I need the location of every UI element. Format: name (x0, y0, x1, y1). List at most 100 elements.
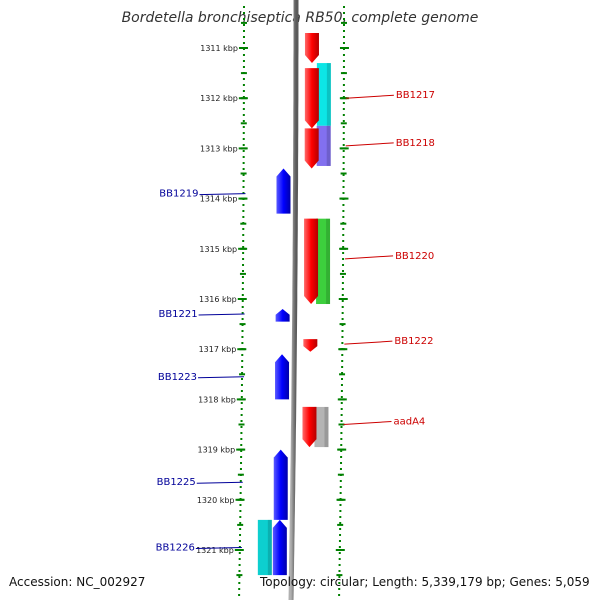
feature-bar (316, 63, 331, 126)
ruler-dot-right (341, 318, 344, 320)
ruler-dot-right (341, 300, 344, 302)
feature-bar-shade (326, 63, 331, 126)
ruler-dot-left (238, 594, 241, 596)
ruler-dot-right (342, 24, 345, 26)
ruler-minor-tick (340, 222, 347, 225)
ruler-minor-tick (340, 172, 347, 175)
ruler-dot-left (242, 162, 245, 164)
ruler-dot-right (339, 486, 342, 488)
ruler-dot-right (342, 30, 345, 32)
ruler-dot-right (342, 132, 345, 134)
ruler-dot-right (342, 102, 345, 104)
feature-bar-shade (326, 125, 331, 166)
ruler-dot-left (239, 534, 242, 536)
ruler-dot-right (339, 510, 342, 512)
ruler-dot-left (240, 456, 243, 458)
ruler-minor-tick (336, 574, 343, 577)
accession-text: Accession: NC_002927 (9, 575, 146, 589)
ruler-dot-right (340, 444, 343, 446)
ruler-dot-left (240, 450, 243, 452)
ruler-dot-left (242, 156, 245, 158)
ruler-dot-left (239, 516, 242, 518)
ruler-dot-right (342, 204, 345, 206)
ruler-dot-left (242, 6, 245, 8)
ruler-dot-left (240, 402, 243, 404)
ruler-dot-right (342, 210, 345, 212)
ruler-dot-left (241, 342, 244, 344)
ruler-dot-right (342, 264, 345, 266)
ruler-dot-right (342, 240, 345, 242)
gene-arrows (272, 32, 319, 576)
tick-mark-left (236, 448, 246, 451)
ruler-minor-tick (240, 222, 247, 225)
ruler-dot-right (338, 588, 341, 590)
ruler-dot-right (341, 294, 344, 296)
ruler-minor-tick (237, 523, 244, 526)
tick-label: 1319 kbp (197, 446, 235, 455)
ruler-dot-right (342, 54, 345, 56)
reverse-gene-arrow (272, 519, 287, 576)
ruler-dot-right (342, 36, 345, 38)
ruler-dot-left (241, 294, 244, 296)
ruler-dot-right (341, 282, 344, 284)
ruler-dot-left (242, 18, 245, 20)
tick-mark-right (339, 247, 349, 250)
ruler-dot-right (342, 108, 345, 110)
ruler-dot-left (242, 180, 245, 182)
ruler-dot-left (242, 264, 245, 266)
ruler-dot-left (242, 216, 245, 218)
feature-bar (257, 519, 272, 576)
ruler-dot-right (342, 138, 345, 140)
gene-label: BB1223 (158, 372, 197, 383)
ruler-dot-right (338, 594, 341, 596)
ruler-dot-left (238, 552, 241, 554)
forward-gene-arrow (302, 406, 317, 448)
ruler-dot-right (340, 408, 343, 410)
ruler-dot-right (341, 306, 344, 308)
feature-bars (257, 63, 331, 576)
tick-mark-left (236, 398, 246, 401)
tick-mark-left (238, 97, 248, 100)
ruler-dot-left (240, 444, 243, 446)
tick-mark-right (339, 97, 349, 100)
ruler-dot-left (242, 240, 245, 242)
ruler-dot-right (339, 480, 342, 482)
ruler-dot-right (342, 78, 345, 80)
tick-mark-right (337, 398, 347, 401)
ruler-dot-right (342, 258, 345, 260)
ruler-dot-right (342, 60, 345, 62)
ruler-minor-tick (339, 272, 346, 275)
ruler-dot-right (342, 180, 345, 182)
gene-label: BB1218 (396, 138, 435, 149)
ruler-dot-right (341, 372, 344, 374)
ruler-minor-tick (337, 523, 344, 526)
ruler-dot-left (242, 60, 245, 62)
ruler-dot-left (242, 102, 245, 104)
forward-gene-arrow (304, 32, 319, 64)
gene-labels: BB1217 BB1218 BB1219 BB1220 BB1221 BB1222 BB12… (156, 90, 435, 553)
label-leader-line (199, 193, 246, 196)
ruler-dot-right (342, 246, 345, 248)
feature-bar (316, 125, 331, 166)
tick-label: 1314 kbp (200, 195, 238, 204)
ruler-dot-left (240, 396, 243, 398)
ruler-minor-tick (240, 122, 247, 125)
ruler-dot-right (338, 552, 341, 554)
ruler-dot-right (340, 426, 343, 428)
ruler-dot-left (241, 360, 244, 362)
ruler-dot-right (340, 384, 343, 386)
tick-mark-left (235, 498, 245, 501)
ruler-dot-left (240, 462, 243, 464)
gene-label: BB1221 (158, 309, 197, 320)
ruler-dot-left (238, 558, 241, 560)
ruler-minor-tick (240, 172, 247, 175)
ruler-dot-left (242, 84, 245, 86)
ruler-dot-right (339, 528, 342, 530)
ruler-dot-left (242, 144, 245, 146)
ruler-minor-tick (338, 423, 345, 426)
ruler-dot-right (342, 84, 345, 86)
ruler-dot-left (238, 570, 241, 572)
tick-label: 1313 kbp (200, 144, 238, 153)
ruler-dot-left (242, 42, 245, 44)
